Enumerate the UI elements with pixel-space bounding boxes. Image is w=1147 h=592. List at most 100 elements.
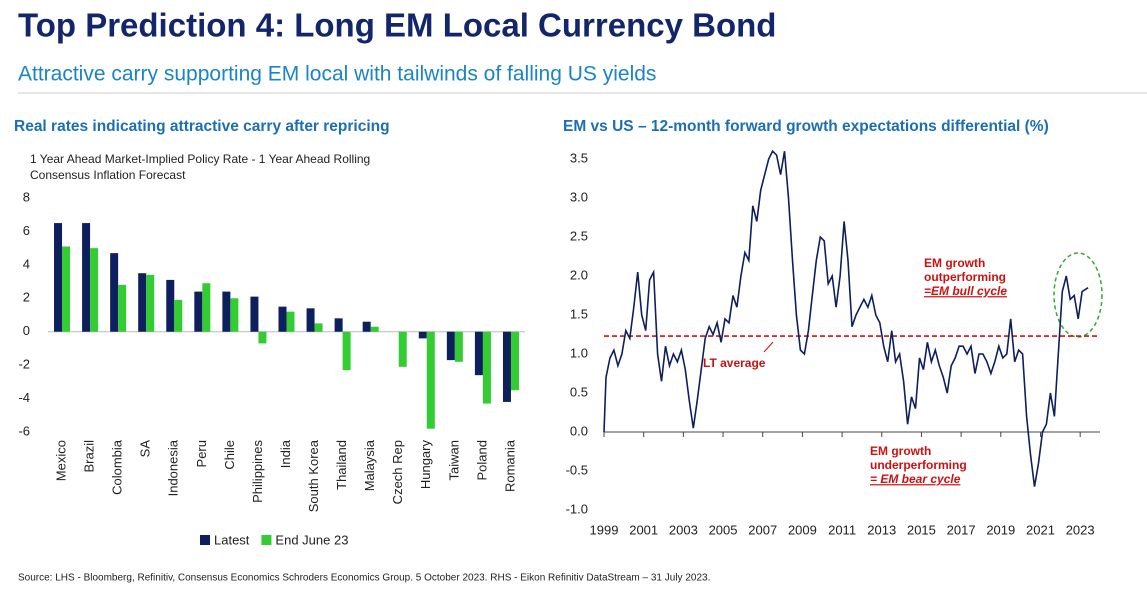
- y-tick-label: 2.5: [570, 228, 588, 243]
- bar: [398, 331, 407, 367]
- bar: [202, 283, 211, 332]
- bar: [54, 223, 63, 332]
- x-tick-label: 2013: [867, 522, 896, 537]
- x-tick-label: 2005: [709, 522, 738, 537]
- legend-swatch: [200, 535, 210, 545]
- x-tick-label: Mexico: [53, 440, 68, 481]
- bar: [194, 291, 203, 332]
- reference-label: LT average: [703, 356, 766, 370]
- annotation: EM growth: [924, 256, 985, 270]
- annotation: =EM bull cycle: [924, 284, 1007, 298]
- x-tick-label: 2009: [788, 522, 817, 537]
- slide-title: Top Prediction 4: Long EM Local Currency…: [18, 7, 776, 44]
- bar: [306, 308, 315, 332]
- y-tick-label: 1.5: [570, 306, 588, 321]
- x-tick-label: 2007: [748, 522, 777, 537]
- bar: [482, 331, 491, 404]
- x-tick-label: 2015: [907, 522, 936, 537]
- y-tick-label: 6: [23, 223, 30, 238]
- y-tick-label: 0.5: [570, 384, 588, 399]
- bar: [230, 298, 239, 332]
- bar: [250, 296, 259, 332]
- left-axis-label: 1 Year Ahead Market-Implied Policy Rate …: [30, 152, 370, 166]
- x-tick-label: Colombia: [110, 439, 125, 495]
- x-tick-label: Malaysia: [362, 439, 377, 491]
- source-note: Source: LHS - Bloomberg, Refinitiv, Cons…: [18, 573, 710, 584]
- y-tick-label: 4: [23, 256, 30, 271]
- bar: [278, 306, 287, 332]
- annotation-arrow: [763, 341, 774, 353]
- y-tick-label: 3.5: [570, 150, 588, 165]
- bar: [286, 311, 295, 332]
- y-tick-label: -6: [18, 423, 30, 438]
- legend-label: End June 23: [275, 532, 348, 547]
- bar: [314, 323, 323, 332]
- y-tick-label: 1.0: [570, 345, 588, 360]
- x-tick-label: Thailand: [334, 440, 349, 490]
- data-line: [603, 150, 1089, 487]
- bar: [510, 331, 519, 391]
- bar: [138, 273, 147, 332]
- bar: [334, 318, 343, 332]
- y-tick-label: -1.0: [566, 501, 588, 516]
- y-tick-label: 0: [23, 323, 30, 338]
- x-tick-label: 2023: [1066, 522, 1095, 537]
- bar: [222, 291, 231, 332]
- bar: [474, 331, 483, 376]
- right-chart-title: EM vs US – 12-month forward growth expec…: [563, 118, 1049, 135]
- bar: [258, 331, 267, 344]
- y-tick-label: 8: [23, 189, 30, 204]
- x-tick-label: Indonesia: [166, 439, 181, 496]
- y-tick-label: 3.0: [570, 189, 588, 204]
- x-tick-label: 2021: [1026, 522, 1055, 537]
- bar: [62, 246, 71, 332]
- left-axis-label: Consensus Inflation Forecast: [30, 168, 186, 182]
- bar: [454, 331, 463, 362]
- bar: [502, 331, 511, 402]
- bar: [446, 331, 455, 361]
- legend-label: Latest: [214, 532, 250, 547]
- x-tick-label: 2019: [986, 522, 1015, 537]
- y-tick-label: 2: [23, 290, 30, 305]
- x-tick-label: South Korea: [306, 439, 321, 512]
- bar: [146, 274, 155, 332]
- annotation: = EM bear cycle: [870, 472, 961, 486]
- bar: [166, 279, 175, 332]
- highlight-ellipse: [1053, 252, 1103, 338]
- annotation: underperforming: [870, 458, 967, 472]
- slide-subtitle: Attractive carry supporting EM local wit…: [18, 63, 656, 86]
- y-tick-label: 2.0: [570, 267, 588, 282]
- annotation: outperforming: [924, 270, 1006, 284]
- y-tick-label: 0.0: [570, 423, 588, 438]
- x-tick-label: Romania: [502, 439, 517, 492]
- x-tick-label: 1999: [590, 522, 619, 537]
- bar: [174, 299, 183, 332]
- x-tick-label: Taiwan: [446, 440, 461, 480]
- y-tick-label: -2: [18, 357, 30, 372]
- bar: [362, 321, 371, 332]
- x-tick-label: 2011: [828, 522, 856, 537]
- x-tick-label: Brazil: [82, 440, 97, 473]
- annotation: EM growth: [870, 444, 931, 458]
- bar: [110, 253, 119, 332]
- x-tick-label: Czech Rep: [390, 440, 405, 504]
- x-tick-label: 2017: [947, 522, 976, 537]
- x-tick-label: 2001: [629, 522, 658, 537]
- legend-swatch: [261, 535, 272, 545]
- x-tick-label: Hungary: [418, 440, 433, 490]
- x-tick-label: Peru: [194, 440, 209, 467]
- x-tick-label: India: [278, 439, 293, 468]
- x-tick-label: Philippines: [250, 440, 265, 503]
- x-tick-label: 2003: [669, 522, 698, 537]
- y-tick-label: -0.5: [566, 462, 588, 477]
- bar: [90, 248, 99, 332]
- x-tick-label: Poland: [474, 440, 489, 480]
- bar: [342, 331, 351, 371]
- x-tick-label: Chile: [222, 440, 237, 470]
- x-tick-label: SA: [138, 440, 153, 458]
- bar: [418, 331, 427, 339]
- left-chart-title: Real rates indicating attractive carry a…: [14, 118, 390, 135]
- bar: [426, 331, 435, 429]
- bar: [118, 284, 127, 332]
